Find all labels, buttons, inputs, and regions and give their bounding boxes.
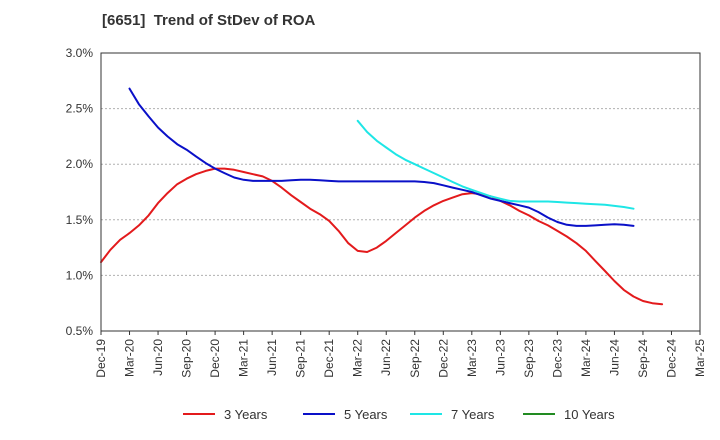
x-tick-label: Jun-23: [493, 339, 507, 376]
x-tick-label: Dec-20: [208, 339, 222, 378]
y-tick-label: 1.0%: [66, 268, 94, 282]
x-tick-label: Dec-23: [550, 339, 564, 378]
x-tick-label: Sep-24: [636, 339, 650, 378]
x-tick-label: Sep-20: [180, 339, 194, 378]
y-tick-label: 0.5%: [66, 324, 94, 338]
plot-frame: [100, 52, 701, 332]
x-tick-label: Dec-24: [664, 339, 678, 378]
x-tick-label: Mar-25: [693, 339, 707, 377]
x-tick-label: Mar-21: [237, 339, 251, 377]
x-tick-label: Mar-20: [123, 339, 137, 377]
x-tick-label: Sep-22: [408, 339, 422, 378]
x-tick-label: Dec-21: [322, 339, 336, 378]
x-tick-label: Dec-19: [94, 339, 108, 378]
x-tick-label: Jun-22: [379, 339, 393, 376]
series-line-7-years: [356, 119, 635, 210]
series-line-3-years: [100, 167, 664, 306]
x-tick-label: Sep-23: [522, 339, 536, 378]
series-line-5-years: [128, 87, 635, 227]
y-tick-label: 3.0%: [66, 46, 94, 60]
chart-title: [6651] Trend of StDev of ROA: [102, 12, 316, 29]
x-tick-label: Mar-24: [579, 339, 593, 377]
x-tick-label: Mar-22: [351, 339, 365, 377]
legend-label: 5 Years: [344, 407, 388, 422]
x-tick-label: Jun-20: [151, 339, 165, 376]
y-tick-label: 1.5%: [66, 213, 94, 227]
legend-label: 7 Years: [451, 407, 495, 422]
y-tick-label: 2.5%: [66, 102, 94, 116]
legend-label: 3 Years: [224, 407, 268, 422]
x-tick-label: Jun-24: [607, 339, 621, 376]
x-tick-label: Jun-21: [265, 339, 279, 376]
y-tick-label: 2.0%: [66, 157, 94, 171]
x-tick-label: Mar-23: [465, 339, 479, 377]
x-tick-label: Dec-22: [436, 339, 450, 378]
legend-label: 10 Years: [564, 407, 615, 422]
x-tick-label: Sep-21: [294, 339, 308, 378]
